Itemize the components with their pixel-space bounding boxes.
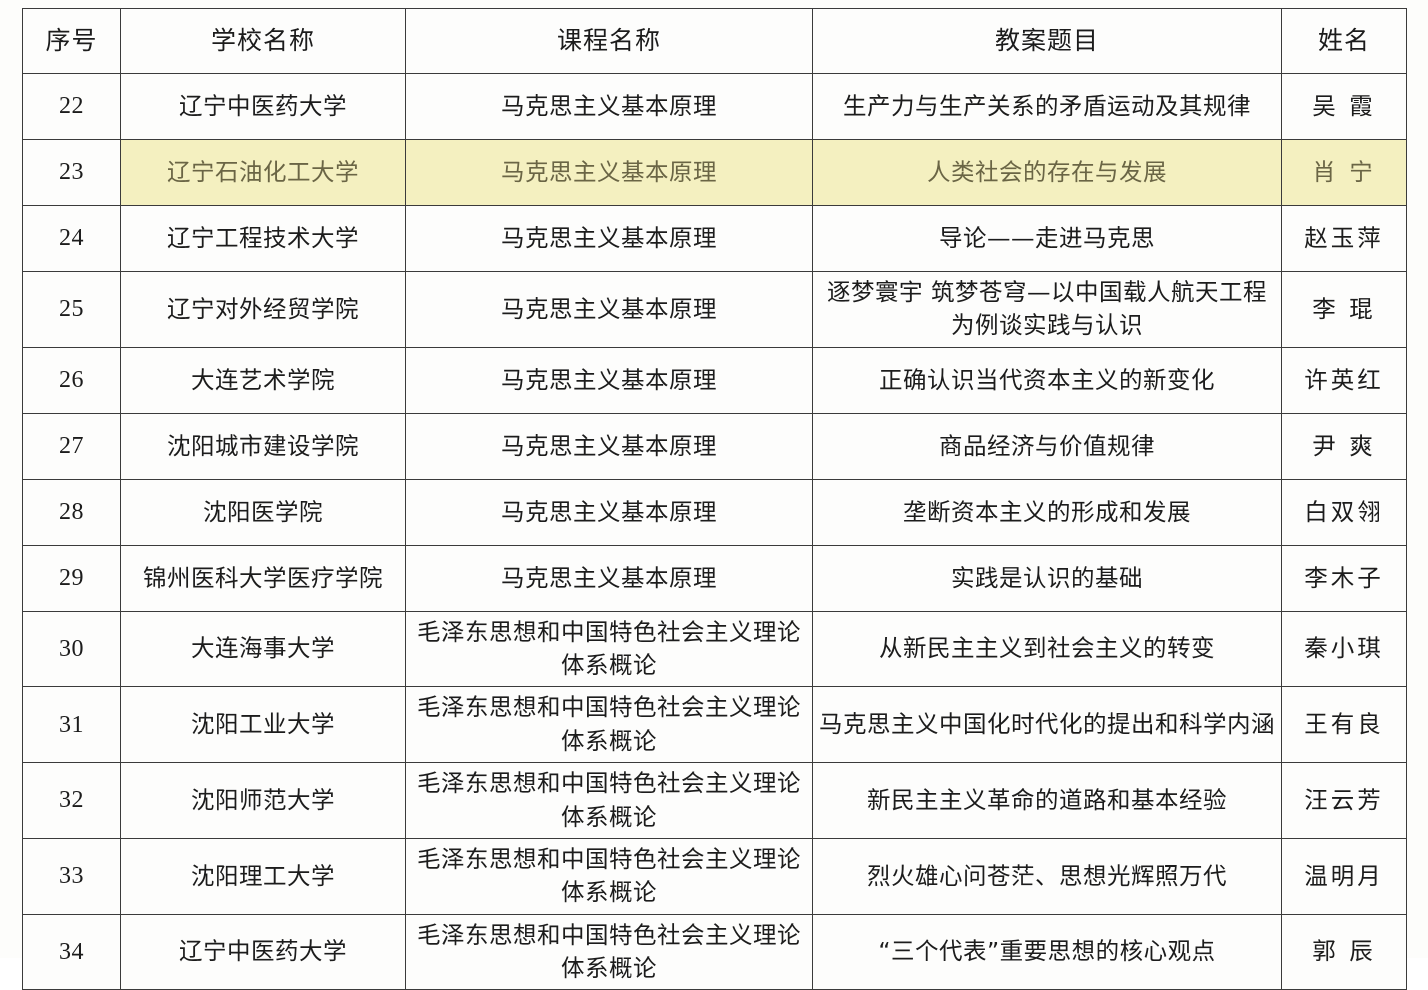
cell-seq: 26 bbox=[22, 346, 121, 414]
cell-course: 马克思主义基本原理 bbox=[405, 544, 813, 612]
cell-school: 大连海事大学 bbox=[120, 610, 406, 688]
cell-seq: 29 bbox=[22, 544, 121, 612]
cell-school: 辽宁对外经贸学院 bbox=[120, 271, 406, 348]
cell-school: 锦州医科大学医疗学院 bbox=[120, 544, 406, 612]
cell-school: 辽宁石油化工大学 bbox=[120, 139, 406, 206]
column-header-seq: 序号 bbox=[22, 8, 121, 74]
cell-course: 毛泽东思想和中国特色社会主义理论体系概论 bbox=[405, 913, 813, 990]
cell-name: 汪云芳 bbox=[1281, 762, 1407, 839]
table-row: 32 沈阳师范大学 毛泽东思想和中国特色社会主义理论体系概论 新民主主义革命的道路和基… bbox=[22, 762, 1407, 839]
cell-seq: 23 bbox=[22, 139, 121, 206]
cell-name: 王有良 bbox=[1281, 686, 1407, 764]
cell-name: 李 琨 bbox=[1281, 271, 1407, 348]
cell-school: 大连艺术学院 bbox=[120, 346, 406, 414]
cell-school: 辽宁工程技术大学 bbox=[120, 205, 406, 272]
cell-school: 沈阳医学院 bbox=[120, 478, 406, 546]
cell-seq: 28 bbox=[22, 478, 121, 546]
cell-title: 商品经济与价值规律 bbox=[812, 412, 1282, 480]
cell-course: 马克思主义基本原理 bbox=[405, 73, 813, 140]
cell-course: 毛泽东思想和中国特色社会主义理论体系概论 bbox=[405, 762, 813, 839]
column-header-school: 学校名称 bbox=[120, 8, 406, 74]
cell-course: 马克思主义基本原理 bbox=[405, 478, 813, 546]
table-row: 25 辽宁对外经贸学院 马克思主义基本原理 逐梦寰宇 筑梦苍穹—以中国载人航天工程为例… bbox=[22, 271, 1407, 348]
cell-title: 导论——走进马克思 bbox=[812, 205, 1282, 272]
cell-title: 生产力与生产关系的矛盾运动及其规律 bbox=[812, 73, 1282, 140]
cell-name: 李木子 bbox=[1281, 544, 1407, 612]
table-row: 24 辽宁工程技术大学 马克思主义基本原理 导论——走进马克思 赵玉萍 bbox=[22, 205, 1407, 272]
cell-title: 新民主主义革命的道路和基本经验 bbox=[812, 762, 1282, 839]
cell-course: 马克思主义基本原理 bbox=[405, 346, 813, 414]
cell-course: 马克思主义基本原理 bbox=[405, 205, 813, 272]
cell-course: 马克思主义基本原理 bbox=[405, 271, 813, 348]
table-header: 序号 学校名称 课程名称 教案题目 姓名 bbox=[22, 8, 1407, 74]
cell-course: 毛泽东思想和中国特色社会主义理论体系概论 bbox=[405, 686, 813, 764]
cell-course: 马克思主义基本原理 bbox=[405, 412, 813, 480]
cell-title: 马克思主义中国化时代化的提出和科学内涵 bbox=[812, 686, 1282, 764]
cell-title: 人类社会的存在与发展 bbox=[812, 139, 1282, 206]
cell-seq: 34 bbox=[22, 913, 121, 990]
cell-name: 尹 爽 bbox=[1281, 412, 1407, 480]
cell-course: 毛泽东思想和中国特色社会主义理论体系概论 bbox=[405, 610, 813, 688]
cell-school: 辽宁中医药大学 bbox=[120, 913, 406, 990]
column-header-title: 教案题目 bbox=[812, 8, 1282, 74]
cell-seq: 31 bbox=[22, 686, 121, 764]
table-row: 28 沈阳医学院 马克思主义基本原理 垄断资本主义的形成和发展 白双翎 bbox=[22, 478, 1407, 546]
cell-name: 温明月 bbox=[1281, 837, 1407, 915]
table-row: 29 锦州医科大学医疗学院 马克思主义基本原理 实践是认识的基础 李木子 bbox=[22, 544, 1407, 612]
cell-school: 沈阳工业大学 bbox=[120, 686, 406, 764]
cell-name: 赵玉萍 bbox=[1281, 205, 1407, 272]
teaching-plan-table: 序号 学校名称 课程名称 教案题目 姓名 22 辽宁中医药大学 马克思主义基本原理生… bbox=[22, 8, 1407, 990]
cell-name: 郭 辰 bbox=[1281, 913, 1407, 990]
cell-title: 烈火雄心问苍茫、思想光辉照万代 bbox=[812, 837, 1282, 915]
cell-course: 马克思主义基本原理 bbox=[405, 139, 813, 206]
cell-title: 正确认识当代资本主义的新变化 bbox=[812, 346, 1282, 414]
cell-title: 实践是认识的基础 bbox=[812, 544, 1282, 612]
cell-school: 沈阳师范大学 bbox=[120, 762, 406, 839]
cell-school: 沈阳理工大学 bbox=[120, 837, 406, 915]
cell-seq: 24 bbox=[22, 205, 121, 272]
table-body: 22 辽宁中医药大学 马克思主义基本原理 生产力与生产关系的矛盾运动及其规律吴 霞 23… bbox=[22, 73, 1407, 990]
table-row: 34 辽宁中医药大学 毛泽东思想和中国特色社会主义理论体系概论 “三个代表”重要思想的… bbox=[22, 913, 1407, 990]
cell-name: 吴 霞 bbox=[1281, 73, 1407, 140]
cell-title: “三个代表”重要思想的核心观点 bbox=[812, 913, 1282, 990]
cell-course: 毛泽东思想和中国特色社会主义理论体系概论 bbox=[405, 837, 813, 915]
table-row: 33 沈阳理工大学 毛泽东思想和中国特色社会主义理论体系概论 烈火雄心问苍茫、思想光辉… bbox=[22, 837, 1407, 915]
cell-seq: 22 bbox=[22, 73, 121, 140]
table-row: 27 沈阳城市建设学院 马克思主义基本原理 商品经济与价值规律尹 爽 bbox=[22, 412, 1407, 480]
cell-title: 逐梦寰宇 筑梦苍穹—以中国载人航天工程为例谈实践与认识 bbox=[812, 271, 1282, 348]
document-page: 序号 学校名称 课程名称 教案题目 姓名 22 辽宁中医药大学 马克思主义基本原理生… bbox=[22, 8, 1407, 990]
column-header-name: 姓名 bbox=[1281, 8, 1407, 74]
cell-title: 垄断资本主义的形成和发展 bbox=[812, 478, 1282, 546]
table-row: 23 辽宁石油化工大学 马克思主义基本原理 人类社会的存在与发展肖 宁 bbox=[22, 139, 1407, 206]
cell-seq: 33 bbox=[22, 837, 121, 915]
table-row: 30 大连海事大学 毛泽东思想和中国特色社会主义理论体系概论 从新民主主义到社会主义的… bbox=[22, 610, 1407, 688]
cell-school: 沈阳城市建设学院 bbox=[120, 412, 406, 480]
table-row: 22 辽宁中医药大学 马克思主义基本原理 生产力与生产关系的矛盾运动及其规律吴 霞 bbox=[22, 73, 1407, 140]
cell-seq: 27 bbox=[22, 412, 121, 480]
cell-name: 肖 宁 bbox=[1281, 139, 1407, 206]
cell-name: 许英红 bbox=[1281, 346, 1407, 414]
cell-name: 白双翎 bbox=[1281, 478, 1407, 546]
cell-seq: 25 bbox=[22, 271, 121, 348]
cell-name: 秦小琪 bbox=[1281, 610, 1407, 688]
cell-seq: 32 bbox=[22, 762, 121, 839]
cell-title: 从新民主主义到社会主义的转变 bbox=[812, 610, 1282, 688]
header-row: 序号 学校名称 课程名称 教案题目 姓名 bbox=[22, 8, 1407, 74]
table-row: 26 大连艺术学院 马克思主义基本原理 正确认识当代资本主义的新变化 许英红 bbox=[22, 346, 1407, 414]
cell-seq: 30 bbox=[22, 610, 121, 688]
table-row: 31 沈阳工业大学 毛泽东思想和中国特色社会主义理论体系概论 马克思主义中国化时代化的… bbox=[22, 686, 1407, 764]
column-header-course: 课程名称 bbox=[405, 8, 813, 74]
cell-school: 辽宁中医药大学 bbox=[120, 73, 406, 140]
